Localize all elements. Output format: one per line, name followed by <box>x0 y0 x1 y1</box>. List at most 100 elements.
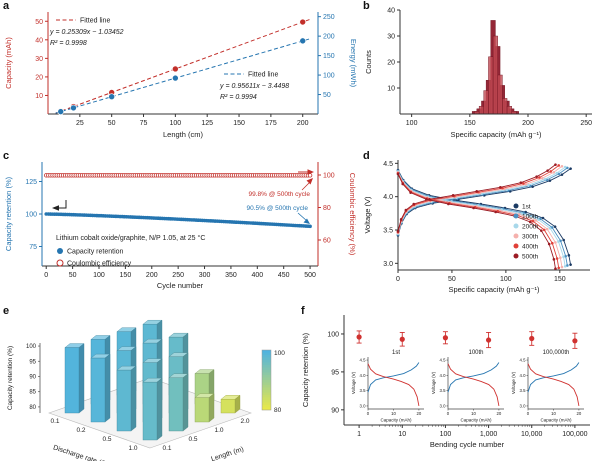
svg-text:4.5: 4.5 <box>440 358 447 363</box>
svg-text:10: 10 <box>387 86 395 93</box>
svg-text:100: 100 <box>323 73 335 80</box>
svg-text:90: 90 <box>331 407 339 414</box>
svg-text:1.0: 1.0 <box>214 427 223 434</box>
svg-text:Voltage (V): Voltage (V) <box>431 371 436 394</box>
svg-text:3.0: 3.0 <box>440 403 447 408</box>
svg-text:100: 100 <box>323 173 335 180</box>
svg-text:0.1: 0.1 <box>50 418 59 425</box>
svg-text:Specific capacity (mAh g⁻¹): Specific capacity (mAh g⁻¹) <box>448 285 540 294</box>
svg-text:0.2: 0.2 <box>76 427 85 434</box>
svg-text:60: 60 <box>323 238 331 245</box>
svg-text:Voltage (V): Voltage (V) <box>363 196 372 234</box>
svg-text:450: 450 <box>278 272 290 279</box>
svg-text:100: 100 <box>500 276 512 283</box>
svg-text:Lithium cobalt oxide/graphite,: Lithium cobalt oxide/graphite, N/P 1.05,… <box>56 234 205 242</box>
svg-text:200: 200 <box>146 272 158 279</box>
panel-a: a 25 50 75 100 125 150 175 200 Length (cm) 10 20 30… <box>0 0 360 150</box>
svg-text:50: 50 <box>108 120 116 127</box>
svg-text:80: 80 <box>274 407 282 414</box>
svg-text:3.0: 3.0 <box>360 403 367 408</box>
svg-text:200th: 200th <box>522 224 539 231</box>
svg-text:50: 50 <box>448 276 456 283</box>
svg-text:300: 300 <box>199 272 211 279</box>
svg-text:0.5: 0.5 <box>102 436 111 443</box>
svg-text:y = 0.95611x − 3.4498: y = 0.95611x − 3.4498 <box>219 83 289 90</box>
svg-text:200: 200 <box>522 120 534 127</box>
svg-text:150: 150 <box>323 53 335 60</box>
svg-text:300th: 300th <box>522 234 539 241</box>
svg-text:100: 100 <box>170 120 182 127</box>
panel-f: f 1 10 100 1,000 10,000 100,000 90 95 100 Bending… <box>298 305 600 461</box>
svg-text:4.5: 4.5 <box>383 161 393 168</box>
svg-text:Voltage (V): Voltage (V) <box>351 371 356 394</box>
panel-e-letter: e <box>3 305 10 317</box>
svg-text:1,000: 1,000 <box>480 431 498 438</box>
svg-text:80: 80 <box>323 205 331 212</box>
svg-text:3.5: 3.5 <box>383 228 393 235</box>
svg-text:10: 10 <box>471 411 476 416</box>
svg-text:100,000th: 100,000th <box>543 350 570 356</box>
svg-text:1.0: 1.0 <box>128 445 137 452</box>
svg-text:Fitted line: Fitted line <box>80 18 110 25</box>
svg-text:Capacity (mAh): Capacity (mAh) <box>380 418 412 423</box>
svg-text:95: 95 <box>331 369 339 376</box>
svg-text:Bending cycle number: Bending cycle number <box>430 440 505 449</box>
svg-text:0: 0 <box>447 411 450 416</box>
svg-text:40: 40 <box>387 8 395 15</box>
svg-text:200: 200 <box>323 34 335 41</box>
svg-text:3.5: 3.5 <box>520 388 527 393</box>
svg-text:4.0: 4.0 <box>520 373 527 378</box>
svg-text:80: 80 <box>29 405 36 411</box>
svg-text:30: 30 <box>387 34 395 41</box>
svg-text:20: 20 <box>417 411 422 416</box>
svg-text:100: 100 <box>440 431 452 438</box>
svg-text:1st: 1st <box>522 204 531 211</box>
svg-text:3.5: 3.5 <box>440 388 447 393</box>
svg-text:100: 100 <box>26 344 37 350</box>
svg-text:150: 150 <box>233 120 245 127</box>
svg-text:85: 85 <box>29 390 36 396</box>
svg-text:1: 1 <box>357 431 361 438</box>
svg-text:100: 100 <box>274 350 285 357</box>
panel-c-chart: 0 50 100 150 200 250 300 350 400 450 500 Cycle numb… <box>4 162 357 290</box>
svg-text:20: 20 <box>35 74 43 81</box>
panel-e-chart: 80 85 90 95 100 Capacity retention (%) 1.0 0.5 0… <box>7 319 285 461</box>
panel-d-chart: 0 50 100 150 3.0 3.5 4.0 4.5 Specific capacity (… <box>363 160 590 294</box>
svg-text:Capacity retention (%): Capacity retention (%) <box>4 176 13 251</box>
svg-text:Specific capacity (mAh g⁻¹): Specific capacity (mAh g⁻¹) <box>450 130 542 139</box>
svg-text:0.5: 0.5 <box>188 436 197 443</box>
svg-text:400: 400 <box>251 272 263 279</box>
svg-text:500th: 500th <box>522 254 539 261</box>
svg-text:350: 350 <box>225 272 237 279</box>
panel-a-chart: 25 50 75 100 125 150 175 200 Length (cm) 10 20 30 40… <box>4 12 358 139</box>
svg-text:250: 250 <box>580 120 592 127</box>
svg-text:4.0: 4.0 <box>383 194 393 201</box>
svg-text:2.0: 2.0 <box>240 418 249 425</box>
panel-a-letter: a <box>3 0 10 12</box>
svg-text:10: 10 <box>391 411 396 416</box>
svg-text:30: 30 <box>35 56 43 63</box>
svg-text:Discharge rate (C): Discharge rate (C) <box>52 444 109 461</box>
panel-b-letter: b <box>363 0 370 12</box>
svg-text:4.5: 4.5 <box>520 358 527 363</box>
svg-text:Capacity (mAh): Capacity (mAh) <box>4 37 13 89</box>
svg-text:10: 10 <box>35 93 43 100</box>
svg-text:125: 125 <box>201 120 213 127</box>
svg-text:0: 0 <box>396 276 400 283</box>
svg-text:100,000: 100,000 <box>562 431 587 438</box>
svg-text:0: 0 <box>527 411 530 416</box>
svg-text:3.5: 3.5 <box>360 388 367 393</box>
svg-text:99.8% @ 500th cycle: 99.8% @ 500th cycle <box>248 191 310 198</box>
svg-text:Capacity (mAh): Capacity (mAh) <box>460 418 492 423</box>
svg-text:Coulombic efficiency: Coulombic efficiency <box>67 261 132 268</box>
svg-text:10: 10 <box>398 431 406 438</box>
svg-text:25: 25 <box>76 120 84 127</box>
svg-text:Fitted line: Fitted line <box>248 72 278 79</box>
svg-text:250: 250 <box>172 272 184 279</box>
svg-text:95: 95 <box>29 359 36 365</box>
svg-text:Counts: Counts <box>364 50 373 74</box>
svg-text:100: 100 <box>406 120 418 127</box>
svg-text:50: 50 <box>35 19 43 26</box>
svg-text:R² = 0.9994: R² = 0.9994 <box>220 94 257 101</box>
